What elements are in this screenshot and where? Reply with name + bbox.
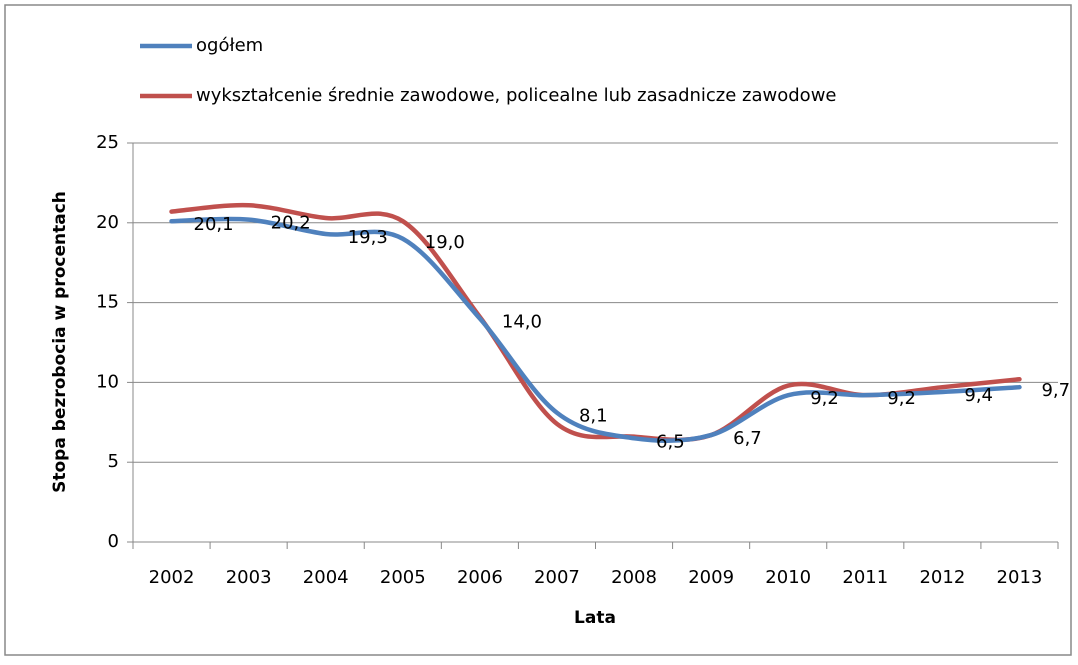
data-label: 14,0 xyxy=(502,312,542,333)
data-label: 8,1 xyxy=(579,406,608,427)
x-tick-label: 2006 xyxy=(457,567,503,588)
legend-label: ogółem xyxy=(196,35,263,56)
y-axis-title: Stopa bezrobocia w procentach xyxy=(50,191,70,493)
x-tick-label: 2011 xyxy=(842,567,888,588)
legend-label: wykształcenie średnie zawodowe, policeal… xyxy=(196,85,837,106)
data-label: 9,4 xyxy=(964,385,993,406)
data-label: 9,2 xyxy=(810,388,839,409)
x-tick-label: 2008 xyxy=(611,567,657,588)
chart-frame xyxy=(4,4,1072,656)
x-axis-title: Lata xyxy=(574,608,616,628)
series-line xyxy=(169,216,1022,444)
x-tick-label: 2009 xyxy=(688,567,734,588)
x-tick-label: 2003 xyxy=(226,567,272,588)
x-tick-label: 2010 xyxy=(765,567,811,588)
y-tick-label: 10 xyxy=(96,371,119,392)
x-tick-label: 2007 xyxy=(534,567,580,588)
data-label: 19,0 xyxy=(425,232,465,253)
y-tick-label: 20 xyxy=(96,212,119,233)
y-tick-label: 15 xyxy=(96,292,119,313)
data-label: 9,7 xyxy=(1041,380,1070,401)
data-label: 6,5 xyxy=(656,431,685,452)
x-tick-label: 2002 xyxy=(149,567,195,588)
data-label: 9,2 xyxy=(887,388,916,409)
y-tick-label: 5 xyxy=(108,451,119,472)
data-label: 19,3 xyxy=(348,227,388,248)
data-label: 20,2 xyxy=(271,213,311,234)
x-tick-label: 2005 xyxy=(380,567,426,588)
data-label: 6,7 xyxy=(733,428,762,449)
x-tick-label: 2004 xyxy=(303,567,349,588)
x-tick-label: 2012 xyxy=(919,567,965,588)
y-tick-label: 25 xyxy=(96,132,119,153)
y-tick-label: 0 xyxy=(108,531,119,552)
x-tick-label: 2013 xyxy=(997,567,1043,588)
data-label: 20,1 xyxy=(194,214,234,235)
